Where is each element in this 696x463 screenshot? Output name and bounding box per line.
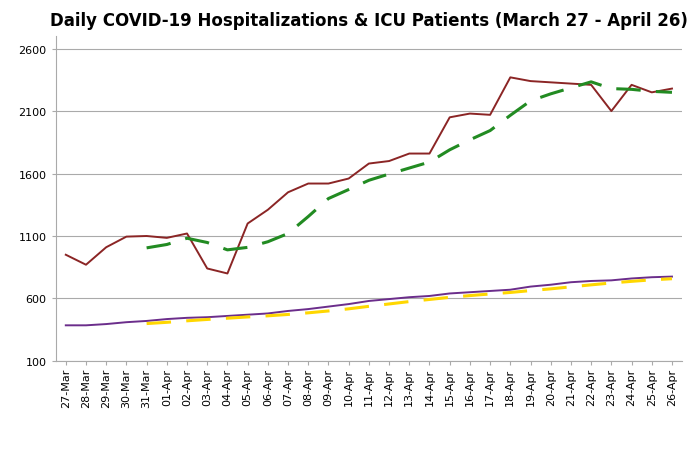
Title: Daily COVID-19 Hospitalizations & ICU Patients (March 27 - April 26): Daily COVID-19 Hospitalizations & ICU Pa… bbox=[50, 12, 688, 30]
